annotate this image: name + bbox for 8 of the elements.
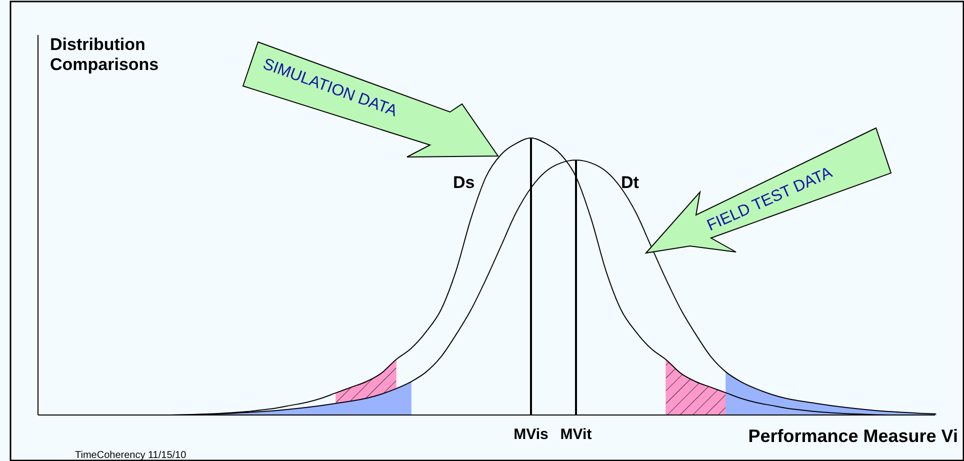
series-label: Ds (453, 172, 475, 192)
text: TimeCoherency 11/15/10 (75, 450, 187, 461)
x-tick-label: MVit (560, 426, 592, 443)
y-axis-title: Distribution Comparisons (50, 35, 159, 74)
series-label: Dt (621, 172, 640, 192)
x-axis-title: Performance Measure Vi (748, 426, 958, 446)
x-tick-label: MVis (514, 426, 548, 443)
annotation: FIELD TEST DATA (704, 164, 836, 235)
